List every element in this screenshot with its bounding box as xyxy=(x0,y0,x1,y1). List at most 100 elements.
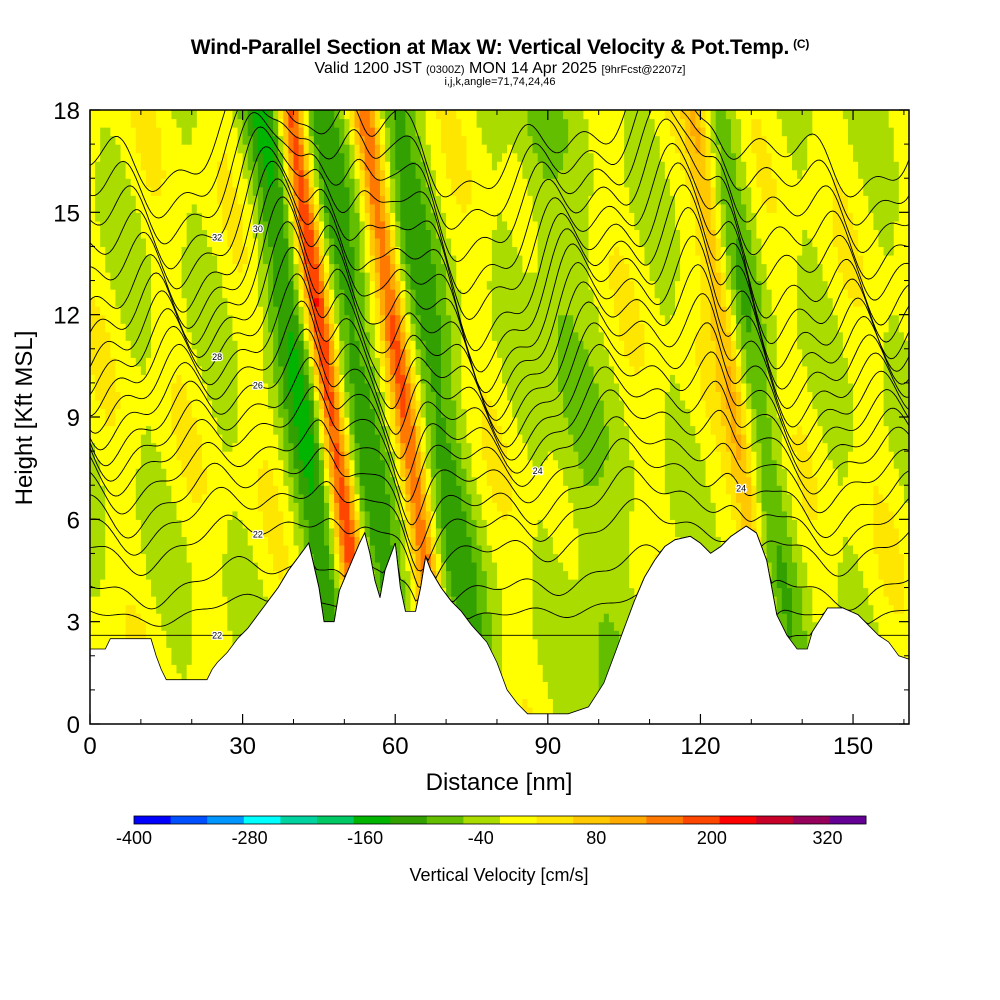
velocity-cell xyxy=(385,203,391,213)
velocity-cell xyxy=(247,314,254,324)
velocity-cell xyxy=(435,408,442,418)
velocity-cell xyxy=(232,570,239,580)
velocity-cell xyxy=(222,348,228,358)
velocity-cell xyxy=(385,544,391,555)
velocity-cell xyxy=(105,161,111,171)
velocity-cell xyxy=(359,365,366,375)
velocity-cell xyxy=(308,118,315,128)
velocity-cell xyxy=(90,587,96,597)
velocity-cell xyxy=(390,306,396,316)
velocity-cell xyxy=(156,630,162,640)
velocity-cell xyxy=(257,544,264,555)
velocity-cell xyxy=(318,135,325,145)
velocity-cell xyxy=(181,417,188,427)
velocity-cell xyxy=(151,340,157,350)
velocity-cell xyxy=(217,476,223,486)
velocity-cell xyxy=(90,246,96,256)
velocity-cell xyxy=(400,306,406,316)
velocity-cell xyxy=(410,110,417,120)
velocity-cell xyxy=(400,289,406,299)
velocity-cell xyxy=(374,468,381,478)
velocity-cell xyxy=(390,178,396,188)
velocity-cell xyxy=(420,289,427,299)
velocity-cell xyxy=(385,553,391,563)
velocity-cell xyxy=(125,442,132,452)
velocity-cell xyxy=(318,561,325,572)
velocity-cell xyxy=(288,144,295,154)
velocity-cell xyxy=(181,613,188,623)
velocity-cell xyxy=(100,331,106,341)
velocity-cell xyxy=(293,289,300,299)
velocity-cell xyxy=(247,476,254,486)
velocity-cell xyxy=(390,536,396,546)
velocity-cell xyxy=(252,212,259,222)
velocity-cell xyxy=(298,468,305,478)
velocity-cell xyxy=(176,178,183,188)
velocity-cell xyxy=(425,203,432,213)
velocity-cell xyxy=(232,229,239,239)
velocity-cell xyxy=(130,621,137,631)
velocity-cell xyxy=(318,340,325,350)
velocity-cell xyxy=(329,468,335,478)
velocity-cell xyxy=(135,510,142,520)
velocity-cell xyxy=(430,434,437,444)
velocity-cell xyxy=(257,536,264,546)
velocity-cell xyxy=(339,118,345,128)
velocity-cell xyxy=(303,178,310,188)
velocity-cell xyxy=(242,135,249,145)
velocity-cell xyxy=(120,348,127,358)
velocity-cell xyxy=(298,186,305,196)
velocity-cell xyxy=(125,118,132,128)
velocity-cell xyxy=(181,272,188,282)
velocity-cell xyxy=(313,118,320,128)
velocity-cell xyxy=(161,561,167,572)
velocity-cell xyxy=(237,195,244,205)
velocity-cell xyxy=(288,434,295,444)
velocity-cell xyxy=(247,212,254,222)
velocity-cell xyxy=(222,110,228,120)
velocity-cell xyxy=(425,348,432,358)
velocity-cell xyxy=(130,502,137,512)
velocity-cell xyxy=(273,246,279,256)
velocity-cell xyxy=(252,561,259,572)
velocity-cell xyxy=(278,391,284,401)
velocity-cell xyxy=(257,442,264,452)
velocity-cell xyxy=(410,152,417,162)
velocity-cell xyxy=(242,451,249,461)
velocity-cell xyxy=(349,263,356,273)
velocity-cell xyxy=(191,306,198,316)
velocity-cell xyxy=(374,110,381,120)
velocity-cell xyxy=(257,579,264,589)
velocity-cell xyxy=(247,374,254,384)
velocity-cell xyxy=(237,289,244,299)
velocity-cell xyxy=(430,340,437,350)
velocity-cell xyxy=(298,382,305,393)
velocity-cell xyxy=(212,493,218,503)
velocity-cell xyxy=(400,502,406,512)
velocity-cell xyxy=(120,459,127,469)
velocity-cell xyxy=(430,468,437,478)
velocity-cell xyxy=(161,110,167,120)
velocity-cell xyxy=(212,434,218,444)
velocity-cell xyxy=(273,229,279,239)
velocity-cell xyxy=(405,314,412,324)
velocity-cell xyxy=(430,263,437,273)
velocity-cell xyxy=(308,203,315,213)
velocity-cell xyxy=(115,510,122,520)
velocity-cell xyxy=(313,553,320,563)
velocity-cell xyxy=(227,527,234,537)
velocity-cell xyxy=(410,220,417,230)
velocity-cell xyxy=(339,476,345,486)
velocity-cell xyxy=(247,280,254,290)
velocity-cell xyxy=(298,203,305,213)
velocity-cell xyxy=(151,203,157,213)
velocity-cell xyxy=(420,527,427,537)
velocity-cell xyxy=(298,357,305,367)
velocity-cell xyxy=(288,544,295,555)
velocity-cell xyxy=(212,451,218,461)
velocity-cell xyxy=(181,135,188,145)
velocity-cell xyxy=(191,127,198,137)
velocity-cell xyxy=(201,306,208,316)
velocity-cell xyxy=(176,664,183,674)
velocity-cell xyxy=(278,476,284,486)
